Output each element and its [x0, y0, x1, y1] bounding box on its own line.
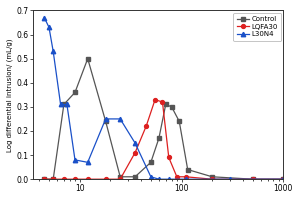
Control	[164, 103, 167, 106]
LQFA30	[73, 178, 77, 180]
L30N4	[43, 16, 46, 19]
Control	[170, 106, 173, 108]
L30N4	[149, 176, 153, 178]
LQFA30	[282, 178, 285, 180]
L30N4	[133, 142, 137, 144]
Legend: Control, LQFA30, L30N4: Control, LQFA30, L30N4	[233, 13, 281, 41]
LQFA30	[153, 98, 157, 101]
Y-axis label: Log differential intrusion/ (mL/g): Log differential intrusion/ (mL/g)	[7, 38, 14, 152]
L30N4	[73, 159, 77, 161]
Control	[86, 57, 89, 60]
Control	[51, 178, 55, 180]
L30N4	[51, 50, 55, 53]
LQFA30	[43, 178, 46, 180]
L30N4	[118, 118, 122, 120]
Control	[62, 103, 66, 106]
L30N4	[167, 178, 171, 180]
LQFA30	[167, 156, 171, 159]
LQFA30	[133, 151, 137, 154]
Line: Control: Control	[42, 57, 285, 181]
L30N4	[86, 161, 89, 164]
Line: LQFA30: LQFA30	[42, 98, 285, 181]
Control	[251, 178, 254, 180]
L30N4	[184, 178, 188, 180]
LQFA30	[86, 178, 89, 180]
L30N4	[59, 103, 62, 106]
LQFA30	[210, 178, 214, 180]
L30N4	[228, 178, 232, 180]
Control	[210, 176, 214, 178]
LQFA30	[251, 178, 254, 180]
Control	[73, 91, 77, 94]
LQFA30	[184, 176, 188, 178]
Control	[118, 176, 122, 178]
LQFA30	[104, 178, 107, 180]
LQFA30	[161, 101, 164, 103]
Control	[104, 120, 107, 123]
L30N4	[47, 26, 51, 29]
Control	[157, 137, 161, 139]
L30N4	[104, 118, 107, 120]
Control	[282, 178, 285, 180]
Control	[43, 178, 46, 180]
LQFA30	[144, 125, 148, 127]
Control	[133, 176, 137, 178]
L30N4	[157, 178, 161, 180]
L30N4	[282, 178, 285, 180]
Control	[186, 168, 190, 171]
Line: L30N4: L30N4	[42, 15, 286, 181]
LQFA30	[62, 178, 66, 180]
Control	[149, 161, 153, 164]
Control	[177, 120, 181, 123]
LQFA30	[51, 178, 55, 180]
L30N4	[65, 103, 69, 106]
LQFA30	[175, 176, 178, 178]
LQFA30	[118, 178, 122, 180]
